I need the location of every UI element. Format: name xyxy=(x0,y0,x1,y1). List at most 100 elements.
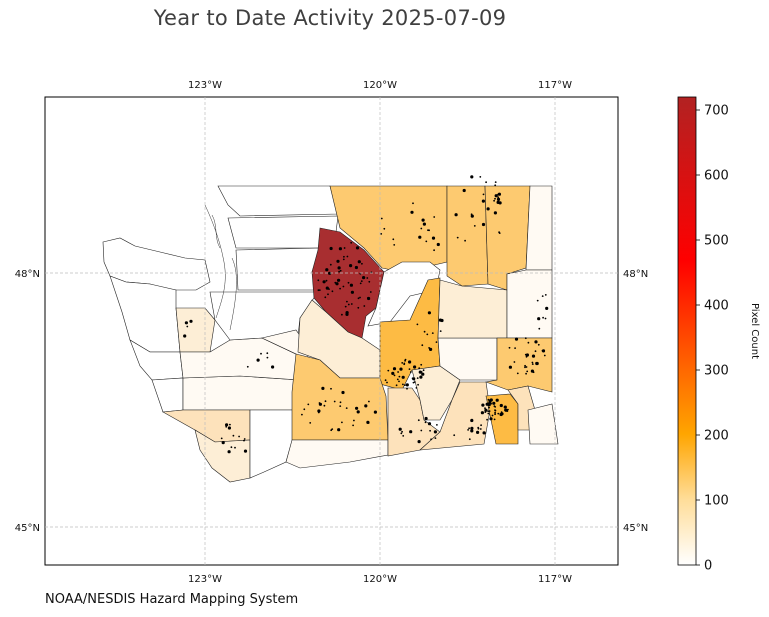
fire-detection-dot xyxy=(417,383,419,386)
fire-detection-dot xyxy=(329,263,332,266)
fire-detection-dot xyxy=(367,422,370,424)
colorbar-tick-label: 300 xyxy=(704,364,729,379)
fire-detection-dot xyxy=(492,401,496,405)
fire-detection-dot xyxy=(398,375,401,378)
fire-detection-dot xyxy=(473,225,476,227)
fire-detection-dot xyxy=(421,372,425,376)
fire-detection-dot xyxy=(531,361,534,364)
county-pend-oreille xyxy=(525,185,553,271)
fire-detection-dot xyxy=(484,407,486,410)
fire-detection-dot xyxy=(489,398,493,402)
fire-detection-dot xyxy=(494,194,498,198)
fire-detection-dot xyxy=(341,313,343,316)
fire-detection-dot xyxy=(396,378,399,381)
fire-detection-dot xyxy=(234,446,236,449)
fire-detection-dot xyxy=(415,387,418,389)
fire-detection-dot xyxy=(423,330,426,333)
fire-detection-dot xyxy=(338,270,340,273)
county-spokane xyxy=(506,269,553,339)
fire-detection-dot xyxy=(403,362,406,365)
fire-detection-dot xyxy=(350,303,353,305)
colorbar-ticks: 0 100 200 300 400 500 600 700 xyxy=(696,104,729,574)
fire-detection-dot xyxy=(380,217,383,220)
fire-detection-dot xyxy=(373,410,377,414)
fire-detection-dot xyxy=(417,419,420,422)
fire-detection-dot xyxy=(363,305,366,307)
fire-detection-dot xyxy=(341,390,345,395)
fire-detection-dot xyxy=(419,375,423,379)
fire-detection-dot xyxy=(309,422,312,424)
lon-label-top-117w: 117°W xyxy=(538,80,572,91)
fire-detection-dot xyxy=(514,347,516,349)
fire-detection-dot xyxy=(489,417,493,421)
fire-detection-dot xyxy=(329,246,333,251)
fire-detection-dot xyxy=(524,364,526,367)
fire-detection-dot xyxy=(427,422,432,426)
fire-detection-dot xyxy=(321,386,325,390)
fire-detection-dot xyxy=(416,323,419,326)
fire-detection-dot xyxy=(487,403,491,407)
map-title: Year to Date Activity 2025-07-09 xyxy=(153,6,507,30)
fire-detection-dot xyxy=(364,404,368,408)
fire-detection-dot xyxy=(227,426,231,430)
fire-detection-dot xyxy=(493,199,495,202)
fire-detection-dot xyxy=(221,441,225,445)
puget-sound-shoreline xyxy=(204,204,237,331)
fire-detection-dot xyxy=(301,413,303,416)
fire-detection-dot xyxy=(183,334,187,338)
county-clark xyxy=(194,429,251,483)
fire-detection-dot xyxy=(468,427,470,430)
fire-detection-dot xyxy=(246,365,249,368)
fire-detection-dot xyxy=(360,280,363,282)
lon-label-bottom-123w: 123°W xyxy=(188,574,222,585)
fire-detection-dot xyxy=(369,291,372,293)
fire-detection-dot xyxy=(422,369,425,372)
fire-detection-dot xyxy=(467,429,469,431)
fire-detection-dot xyxy=(400,432,403,435)
fire-detection-dot xyxy=(412,381,415,384)
fire-detection-dot xyxy=(184,321,188,325)
fire-detection-dot xyxy=(433,216,436,218)
fire-detection-dot xyxy=(260,352,262,355)
fire-detection-dot xyxy=(499,412,503,417)
fire-detection-dot xyxy=(538,327,541,330)
fire-detection-dot xyxy=(405,383,409,387)
fire-detection-dot xyxy=(537,317,541,321)
colorbar-tick-label: 0 xyxy=(704,559,712,574)
colorbar-tick-label: 200 xyxy=(704,429,729,444)
fire-detection-dot xyxy=(243,438,246,440)
fire-detection-dot xyxy=(421,218,425,222)
fire-detection-dot xyxy=(338,247,342,251)
fire-detection-dot xyxy=(401,375,405,379)
fire-detection-dot xyxy=(266,356,269,359)
fire-detection-dot xyxy=(464,239,466,242)
fire-detection-dot xyxy=(404,384,406,386)
fire-detection-dot xyxy=(404,358,407,361)
fire-detection-dot xyxy=(325,268,329,272)
fire-detection-dot xyxy=(494,413,496,416)
fire-detection-dot xyxy=(494,406,497,408)
fire-detection-dot xyxy=(418,367,421,370)
fire-detection-dot xyxy=(490,402,492,405)
fire-detection-dot xyxy=(506,410,509,412)
fire-detection-dot xyxy=(431,236,436,240)
fire-detection-dot xyxy=(485,181,487,184)
fire-detection-dot xyxy=(507,408,509,411)
fire-detection-dot xyxy=(401,362,404,364)
fire-detection-dot xyxy=(530,369,535,373)
fire-detection-dot xyxy=(495,398,499,402)
fire-detection-dot xyxy=(243,439,245,442)
fire-detection-dot xyxy=(317,409,321,413)
fire-detection-dot xyxy=(328,271,332,275)
fire-detection-dot xyxy=(325,286,329,290)
fire-detection-dot xyxy=(238,435,241,438)
fire-detection-dot xyxy=(499,403,503,408)
fire-detection-dot xyxy=(424,421,427,424)
fire-detection-dot xyxy=(392,367,397,371)
fire-detection-dot xyxy=(344,305,347,308)
fire-detection-dot xyxy=(357,260,361,264)
fire-detection-dot xyxy=(487,412,490,415)
fire-detection-dot xyxy=(331,428,334,430)
fire-detection-dot xyxy=(355,406,359,410)
